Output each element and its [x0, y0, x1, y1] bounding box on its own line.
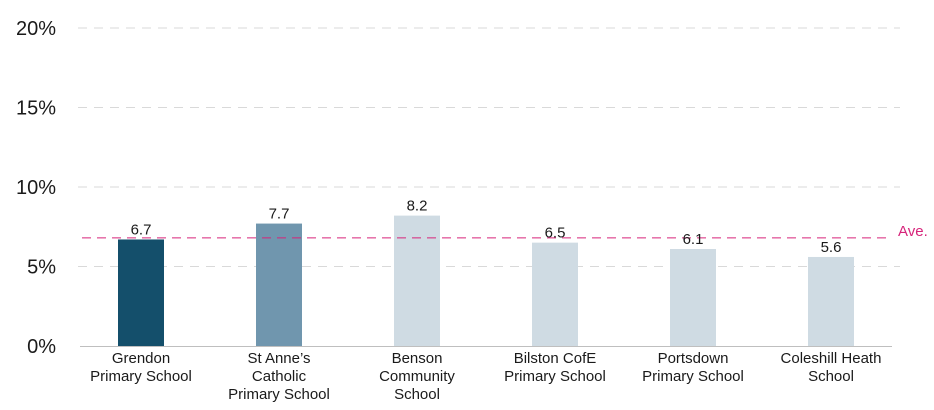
bar	[394, 215, 440, 346]
bar	[808, 256, 854, 346]
average-label: Ave.	[898, 223, 928, 240]
y-tick-label: 20%	[16, 18, 56, 40]
bar	[532, 242, 578, 346]
category-label-line: Catholic	[252, 368, 307, 385]
category-label-line: School	[394, 386, 440, 403]
category-label-line: Coleshill Heath	[781, 350, 882, 367]
bars	[118, 215, 854, 346]
y-tick-label: 5%	[27, 257, 56, 279]
category-label-line: Portsdown	[658, 350, 729, 367]
category-label-line: Benson	[392, 350, 443, 367]
gridlines	[78, 27, 900, 267]
bar	[670, 249, 716, 346]
category-label-line: St Anne’s	[247, 350, 310, 367]
data-label: 7.7	[269, 206, 290, 223]
category-label-line: Primary School	[228, 386, 330, 403]
category-label-line: Primary School	[642, 368, 744, 385]
category-label-line: Grendon	[112, 350, 170, 367]
data-label: 8.2	[407, 198, 428, 215]
category-label-line: Primary School	[90, 368, 192, 385]
y-tick-label: 15%	[16, 98, 56, 120]
y-tick-label: 10%	[16, 177, 56, 199]
bar	[256, 223, 302, 346]
data-labels: 6.7 7.7 8.2 6.5 6.1 5.6	[131, 198, 842, 256]
y-tick-label: 0%	[27, 336, 56, 358]
data-label: 6.7	[131, 221, 152, 238]
average-line-group: Ave.	[82, 223, 928, 240]
data-label: 5.6	[821, 239, 842, 256]
category-label-line: Community	[379, 368, 455, 385]
data-label: 6.1	[683, 231, 704, 248]
category-label-line: Primary School	[504, 368, 606, 385]
category-label-line: School	[808, 368, 854, 385]
category-label-line: Bilston CofE	[514, 350, 597, 367]
y-axis-ticks: 0% 5% 10% 15% 20%	[16, 18, 56, 358]
bar	[118, 239, 164, 346]
data-label: 6.5	[545, 225, 566, 242]
